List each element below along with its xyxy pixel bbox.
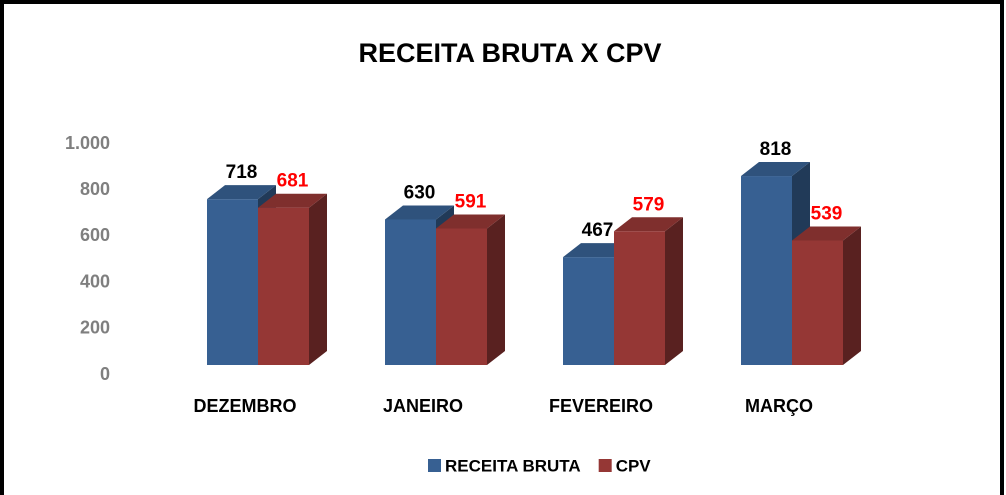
bar-top (436, 214, 505, 229)
legend-label: RECEITA BRUTA (445, 456, 581, 475)
x-tick-label: MARÇO (745, 396, 813, 416)
y-tick-label: 600 (80, 225, 110, 245)
data-label: 579 (633, 194, 665, 215)
bar (614, 231, 665, 365)
y-tick-label: 1.000 (65, 133, 110, 153)
bar (741, 176, 792, 365)
legend-swatch (428, 459, 441, 472)
bar-top (207, 185, 276, 200)
data-label: 818 (760, 139, 792, 160)
legend-label: CPV (616, 456, 652, 475)
bar (436, 228, 487, 365)
data-label: 681 (277, 171, 309, 192)
bar-side (487, 214, 505, 365)
bar-side (665, 217, 683, 365)
x-tick-label: DEZEMBRO (194, 396, 297, 416)
bar (207, 199, 258, 365)
y-tick-label: 400 (80, 271, 110, 291)
data-label: 467 (582, 220, 614, 241)
y-tick-label: 200 (80, 318, 110, 338)
x-tick-label: JANEIRO (383, 396, 463, 416)
bar-side (309, 193, 327, 365)
chart-title: RECEITA BRUTA X CPV (358, 38, 661, 68)
bar-top (258, 193, 327, 208)
bar-side (843, 226, 861, 365)
data-label: 630 (404, 182, 436, 203)
y-tick-label: 800 (80, 179, 110, 199)
legend-swatch (598, 459, 612, 472)
bar-top (614, 217, 683, 232)
bar-top (385, 205, 454, 220)
data-label: 718 (226, 162, 258, 183)
bar-top (741, 162, 810, 177)
bar-top (792, 226, 861, 241)
y-tick-label: 0 (100, 364, 110, 384)
bar (563, 257, 614, 365)
bar (792, 240, 843, 365)
data-label: 591 (455, 191, 487, 212)
data-label: 539 (811, 204, 843, 225)
bar (258, 207, 309, 365)
x-tick-label: FEVEREIRO (549, 396, 653, 416)
bar (385, 219, 436, 365)
